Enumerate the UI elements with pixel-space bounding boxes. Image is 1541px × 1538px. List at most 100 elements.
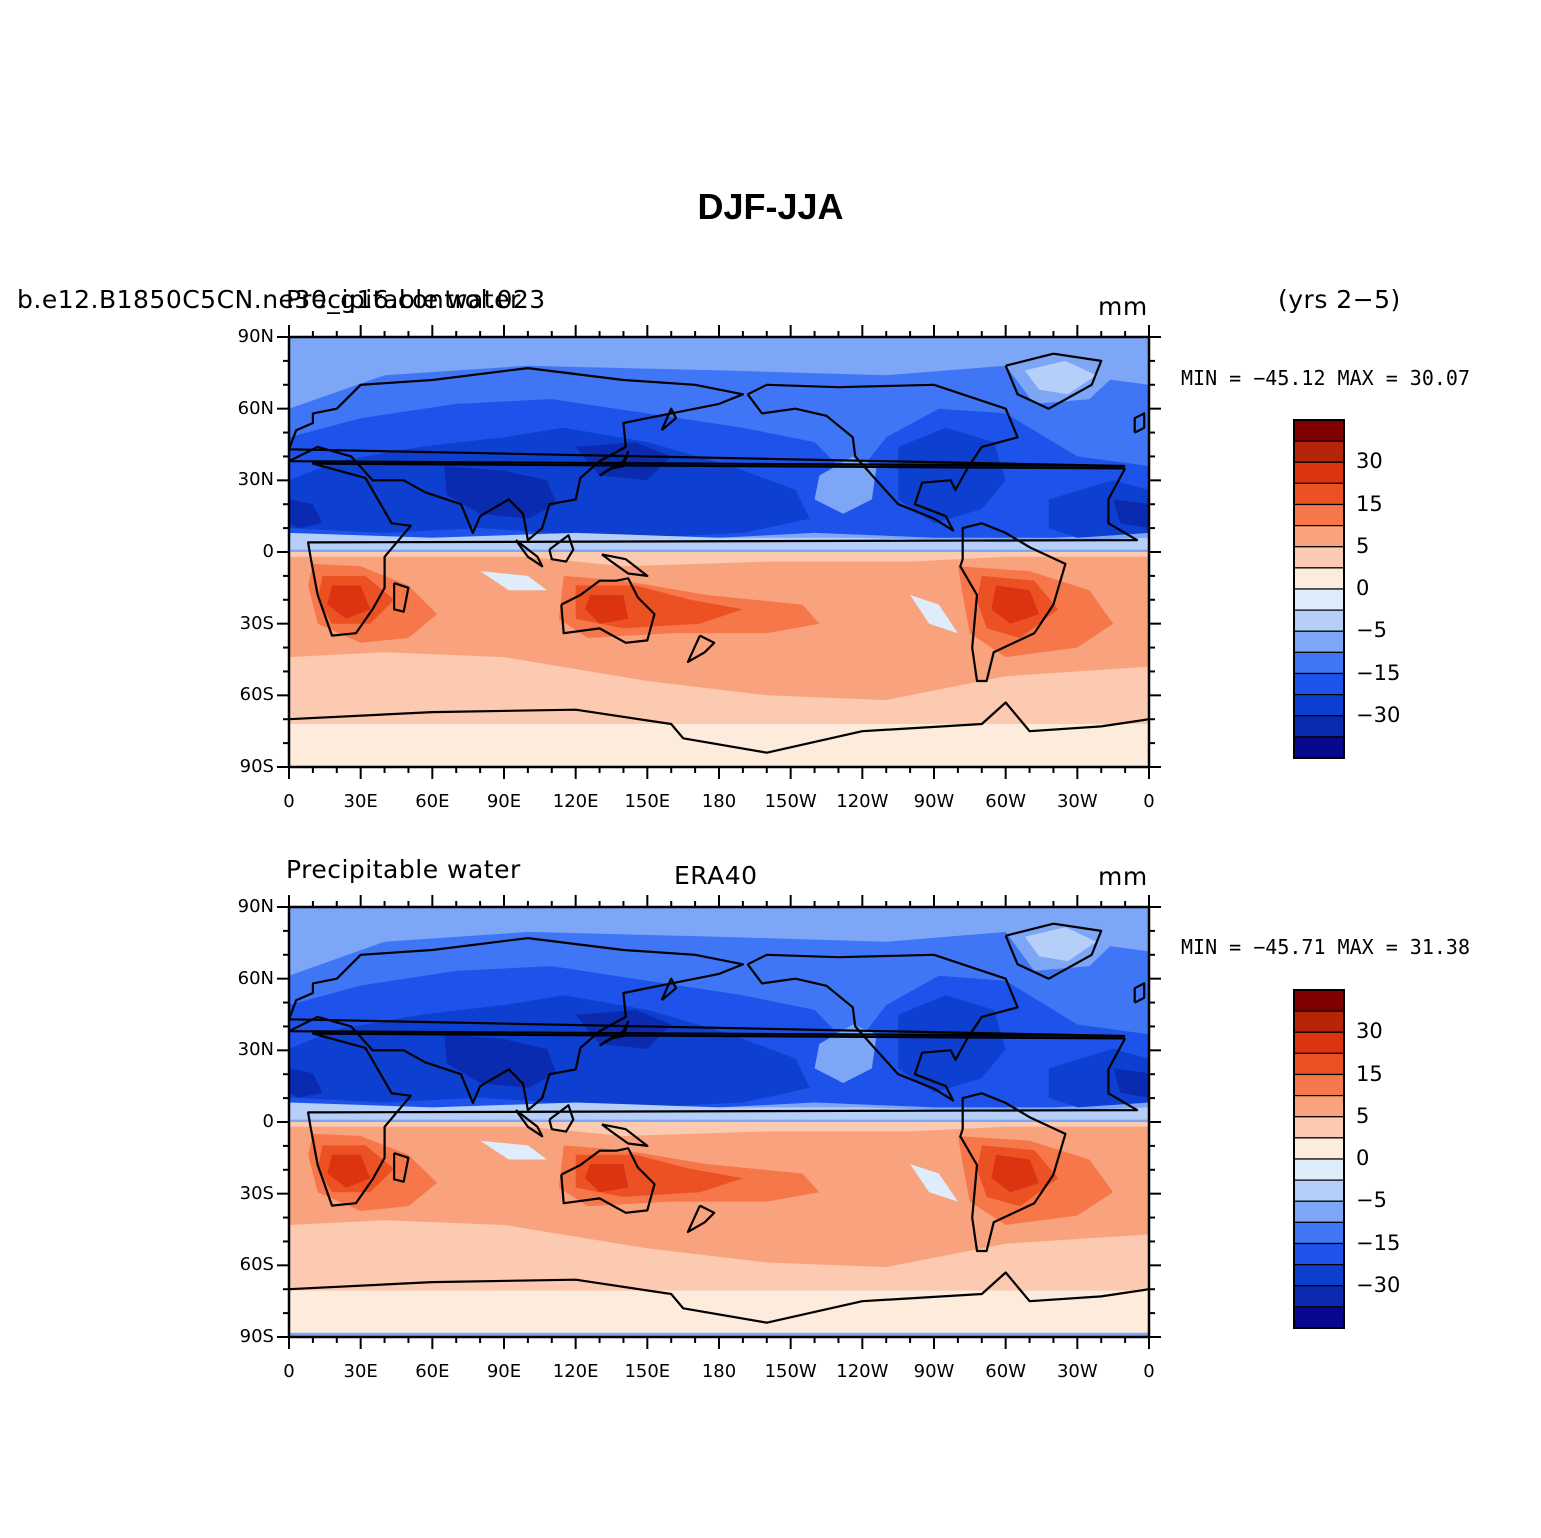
colorbar-swatch — [1293, 1031, 1345, 1054]
panel1-map — [277, 325, 1161, 779]
panel1-lon-label: 180 — [701, 791, 737, 812]
panel1-lon-label: 90E — [486, 791, 522, 812]
coastline — [289, 701, 1149, 754]
colorbar-swatch — [1293, 461, 1345, 484]
contour-region — [1113, 499, 1149, 529]
colorbar-swatch — [1293, 1116, 1345, 1139]
panel1-lon-label: 90W — [913, 791, 955, 812]
contour-region — [289, 427, 810, 538]
panel1-colorbar-label: 0 — [1356, 576, 1370, 600]
panel2-lon-label: 60E — [415, 1361, 450, 1382]
coastline — [515, 1109, 544, 1138]
panel1-lon-label: 0 — [283, 791, 295, 812]
colorbar-swatch — [1293, 630, 1345, 653]
panel1-lon-label: 120W — [836, 791, 889, 812]
panel2-lon-label: 120E — [552, 1361, 599, 1382]
panel1-colorbar-label: 5 — [1356, 533, 1370, 558]
coastline — [515, 539, 544, 568]
contour-region — [480, 571, 547, 591]
colorbar-swatch — [1293, 715, 1345, 738]
panel1-colorbar-label: 30 — [1356, 449, 1383, 474]
panel1-lat-label: 30N — [237, 469, 274, 491]
coastline — [598, 1020, 630, 1047]
coastline — [393, 582, 410, 613]
panel1-colorbar-label: 15 — [1356, 491, 1383, 516]
coastline — [660, 977, 678, 1002]
colorbar-swatch — [1293, 546, 1345, 569]
colorbar-swatch — [1293, 1158, 1345, 1181]
contour-region — [289, 995, 810, 1108]
panel1-lon-label: 150W — [764, 791, 817, 812]
panel2-colorbar-label: 15 — [1356, 1061, 1383, 1086]
panel1-lat-label: 90S — [239, 756, 274, 777]
panel2-lat-label: 90S — [239, 1326, 274, 1347]
panel2-colorbar-label: 30 — [1356, 1019, 1383, 1044]
contour-region — [991, 585, 1040, 624]
panel2-lon-label: 90W — [913, 1361, 955, 1382]
panel1-years-note: (yrs 2−5) — [1278, 285, 1401, 314]
panel1-lon-label: 30E — [343, 791, 378, 812]
panel1-units: mm — [1098, 292, 1148, 321]
colorbar-swatch — [1293, 694, 1345, 717]
contour-region — [444, 466, 557, 519]
contour-region — [814, 1024, 877, 1083]
coastline — [601, 1123, 649, 1147]
colorbar-swatch — [1293, 525, 1345, 548]
panel2-dataset-name: ERA40 — [674, 861, 758, 890]
contour-region — [814, 456, 877, 514]
coastline — [1004, 352, 1103, 410]
colorbar-swatch — [1293, 1264, 1345, 1287]
colorbar-swatch — [1293, 1306, 1345, 1329]
panel2-lon-label: 120W — [836, 1361, 889, 1382]
panel1-lat-label: 60S — [239, 684, 274, 706]
contour-region — [327, 1154, 371, 1188]
contour-region — [289, 1290, 1149, 1333]
coastline — [307, 462, 1139, 637]
colorbar-swatch — [1293, 1095, 1345, 1118]
colorbar-swatch — [1293, 1073, 1345, 1097]
contour-region — [289, 499, 323, 529]
coastline — [289, 367, 1126, 542]
colorbar-swatch — [1293, 567, 1345, 590]
panel2-lat-label: 60S — [239, 1254, 274, 1276]
panel2-map — [277, 895, 1161, 1349]
colorbar-swatch — [1293, 440, 1345, 463]
panel2-lon-label: 60W — [985, 1361, 1026, 1382]
panel2-lat-label: 60N — [237, 967, 274, 989]
coastline — [746, 953, 1019, 1102]
panel2-lat-label: 30S — [239, 1182, 274, 1204]
panel2-min-max: MIN = −45.71 MAX = 31.38 — [1181, 935, 1470, 959]
coastline — [959, 1092, 1067, 1253]
coastline — [1133, 982, 1146, 1004]
panel2-colorbar-label: −15 — [1356, 1230, 1401, 1255]
panel1-lon-label: 30W — [1056, 791, 1098, 812]
colorbar-swatch — [1293, 503, 1345, 527]
colorbar-swatch — [1293, 736, 1345, 759]
contour-region — [910, 1164, 958, 1202]
coastline — [548, 534, 575, 563]
coastline — [598, 450, 630, 477]
panel2-colorbar-label: −5 — [1356, 1188, 1387, 1213]
colorbar-swatch — [1293, 1285, 1345, 1308]
panel2-lon-label: 0 — [283, 1361, 295, 1382]
panel2-lat-label: 90N — [237, 896, 274, 917]
colorbar-swatch — [1293, 651, 1345, 675]
panel2-lon-label: 90E — [486, 1361, 522, 1382]
contour-region — [480, 1140, 547, 1160]
coastline — [660, 407, 678, 432]
panel2-lon-label: 180 — [701, 1361, 737, 1382]
colorbar-swatch — [1293, 419, 1345, 442]
coastline — [959, 522, 1067, 683]
coastline — [560, 1147, 656, 1214]
coastline — [393, 1152, 410, 1183]
colorbar-swatch — [1293, 1179, 1345, 1202]
panel2-colorbar-label: 5 — [1356, 1103, 1370, 1128]
contour-region — [910, 595, 958, 634]
coastline — [686, 1204, 716, 1233]
colorbar-swatch — [1293, 1221, 1345, 1245]
contour-region — [991, 1154, 1040, 1193]
panel1-min-max: MIN = −45.12 MAX = 30.07 — [1181, 366, 1470, 390]
colorbar-swatch — [1293, 1200, 1345, 1223]
contour-region — [327, 585, 371, 619]
contour-region — [289, 1068, 323, 1098]
